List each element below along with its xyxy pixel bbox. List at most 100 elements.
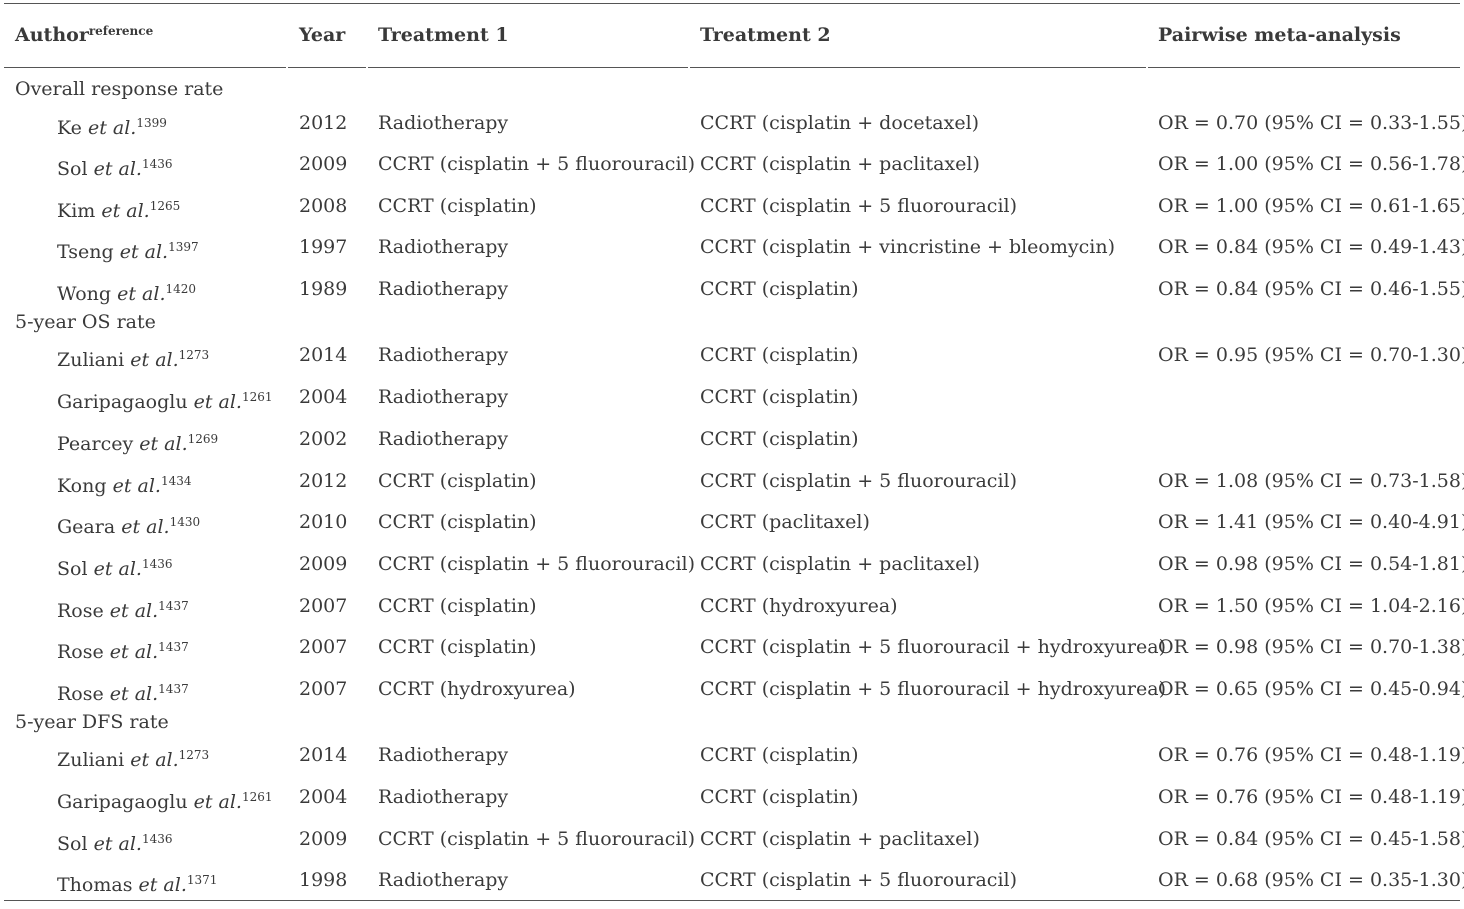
treatment2-cell: CCRT (cisplatin + paclitaxel) (700, 153, 980, 175)
author-etal: et al. (130, 349, 179, 371)
treatment1-cell: Radiotherapy (378, 744, 509, 766)
treatment1-cell: Radiotherapy (378, 236, 509, 258)
author-etal: et al. (130, 749, 179, 771)
year-cell: 2009 (299, 153, 348, 175)
author-etal: et al. (93, 158, 142, 180)
pairwise-cell: OR = 0.76 (95% CI = 0.48-1.19) (1158, 744, 1464, 766)
year-cell: 2010 (299, 511, 348, 533)
year-cell: 1997 (299, 236, 348, 258)
author-etal: et al. (138, 874, 187, 896)
table-row: Garipagaoglu et al.1261 2004 Radiotherapy C… (0, 376, 1464, 416)
pairwise-cell: OR = 1.00 (95% CI = 0.61-1.65) (1158, 195, 1464, 217)
author-etal: et al. (101, 200, 150, 222)
section-title: Overall response rate (15, 78, 224, 100)
reference-number: 1436 (141, 557, 173, 571)
year-cell: 2014 (299, 744, 348, 766)
author-cell: Rose et al.1437 (57, 678, 189, 705)
author-name: Rose (57, 641, 104, 663)
reference-number: 1273 (178, 348, 210, 362)
pairwise-cell: OR = 1.08 (95% CI = 0.73-1.58) (1158, 470, 1464, 492)
reference-number: 1420 (165, 282, 197, 296)
section-header-row: Overall response rate (0, 70, 1464, 110)
author-etal: et al. (109, 641, 159, 663)
treatment2-cell: CCRT (cisplatin + 5 fluorouracil + hydro… (700, 636, 1167, 658)
pairwise-cell: OR = 1.00 (95% CI = 0.56-1.78) (1158, 153, 1464, 175)
section-title: 5-year DFS rate (15, 711, 169, 733)
treatment2-cell: CCRT (paclitaxel) (700, 511, 870, 533)
treatment2-cell: CCRT (hydroxyurea) (700, 595, 898, 617)
header-bottom-rule (4, 67, 1460, 68)
author-cell: Zuliani et al.1273 (57, 744, 209, 771)
pairwise-cell: OR = 0.84 (95% CI = 0.45-1.58) (1158, 828, 1464, 850)
header-author-sup: reference (88, 24, 154, 38)
pairwise-cell: OR = 0.98 (95% CI = 0.70-1.38) (1158, 636, 1464, 658)
author-name: Wong (57, 283, 112, 305)
pairwise-cell: OR = 0.70 (95% CI = 0.33-1.55) (1158, 112, 1464, 134)
year-cell: 2004 (299, 386, 348, 408)
year-cell: 1989 (299, 278, 348, 300)
author-cell: Garipagaoglu et al.1261 (57, 786, 273, 813)
table-row: Geara et al.1430 2010 CCRT (cisplatin) CCRT… (0, 501, 1464, 541)
author-cell: Kong et al.1434 (57, 470, 192, 497)
table-bottom-rule (4, 900, 1460, 901)
author-name: Rose (57, 683, 104, 705)
header-treatment2: Treatment 2 (700, 24, 831, 46)
author-name: Kim (57, 200, 96, 222)
treatment2-cell: CCRT (cisplatin + 5 fluorouracil) (700, 470, 1018, 492)
treatment2-cell: CCRT (cisplatin + 5 fluorouracil + hydro… (700, 678, 1167, 700)
author-cell: Rose et al.1437 (57, 595, 189, 622)
author-name: Kong (57, 475, 107, 497)
table-row: Tseng et al.1397 1997 Radiotherapy CCRT (ci… (0, 226, 1464, 266)
year-cell: 2009 (299, 553, 348, 575)
author-cell: Rose et al.1437 (57, 636, 189, 663)
treatment1-cell: CCRT (hydroxyurea) (378, 678, 576, 700)
author-etal: et al. (93, 558, 142, 580)
pairwise-cell: OR = 0.76 (95% CI = 0.48-1.19) (1158, 786, 1464, 808)
table-row: Wong et al.1420 1989 Radiotherapy CCRT (cis… (0, 268, 1464, 308)
treatment1-cell: CCRT (cisplatin) (378, 636, 537, 658)
treatment1-cell: Radiotherapy (378, 278, 509, 300)
table-row: Zuliani et al.1273 2014 Radiotherapy CCRT (… (0, 334, 1464, 374)
table-row: Sol et al.1436 2009 CCRT (cisplatin + 5 fl… (0, 543, 1464, 583)
table-row: Zuliani et al.1273 2014 Radiotherapy CCRT (… (0, 734, 1464, 774)
author-cell: Pearcey et al.1269 (57, 428, 218, 455)
author-cell: Garipagaoglu et al.1261 (57, 386, 273, 413)
author-name: Rose (57, 600, 104, 622)
treatment2-cell: CCRT (cisplatin) (700, 786, 859, 808)
treatment1-cell: Radiotherapy (378, 869, 509, 891)
treatment2-cell: CCRT (cisplatin) (700, 744, 859, 766)
reference-number: 1273 (178, 748, 210, 762)
author-name: Sol (57, 833, 88, 855)
reference-number: 1371 (186, 873, 218, 887)
author-name: Zuliani (57, 749, 125, 771)
treatment2-cell: CCRT (cisplatin) (700, 386, 859, 408)
table-row: Rose et al.1437 2007 CCRT (cisplatin) CCRT … (0, 585, 1464, 625)
table-row: Sol et al.1436 2009 CCRT (cisplatin + 5 fl… (0, 143, 1464, 183)
header-pairwise: Pairwise meta-analysis (1158, 24, 1401, 46)
header-column-gap (366, 60, 368, 72)
treatment2-cell: CCRT (cisplatin) (700, 278, 859, 300)
treatment1-cell: CCRT (cisplatin) (378, 511, 537, 533)
table-row: Ke et al.1399 2012 Radiotherapy CCRT (cispl… (0, 102, 1464, 142)
author-etal: et al. (109, 683, 159, 705)
pairwise-cell: OR = 0.84 (95% CI = 0.46-1.55) (1158, 278, 1464, 300)
treatment2-cell: CCRT (cisplatin + 5 fluorouracil) (700, 869, 1018, 891)
section-header-row: 5-year DFS rate (0, 703, 1464, 743)
section-header-row: 5-year OS rate (0, 303, 1464, 343)
author-etal: et al. (121, 516, 170, 538)
treatment2-cell: CCRT (cisplatin + 5 fluorouracil) (700, 195, 1018, 217)
treatment2-cell: CCRT (cisplatin + paclitaxel) (700, 553, 980, 575)
author-name: Sol (57, 158, 88, 180)
author-cell: Ke et al.1399 (57, 112, 167, 139)
treatment2-cell: CCRT (cisplatin) (700, 428, 859, 450)
author-cell: Tseng et al.1397 (57, 236, 199, 263)
reference-number: 1437 (158, 599, 189, 613)
author-name: Tseng (57, 241, 114, 263)
reference-number: 1436 (141, 157, 173, 171)
treatment1-cell: Radiotherapy (378, 112, 509, 134)
table-row: Thomas et al.1371 1998 Radiotherapy CCRT (c… (0, 859, 1464, 899)
treatment1-cell: CCRT (cisplatin + 5 fluorouracil) (378, 828, 696, 850)
author-etal: et al. (193, 791, 242, 813)
table-row: Kim et al.1265 2008 CCRT (cisplatin) CCRT (… (0, 185, 1464, 225)
